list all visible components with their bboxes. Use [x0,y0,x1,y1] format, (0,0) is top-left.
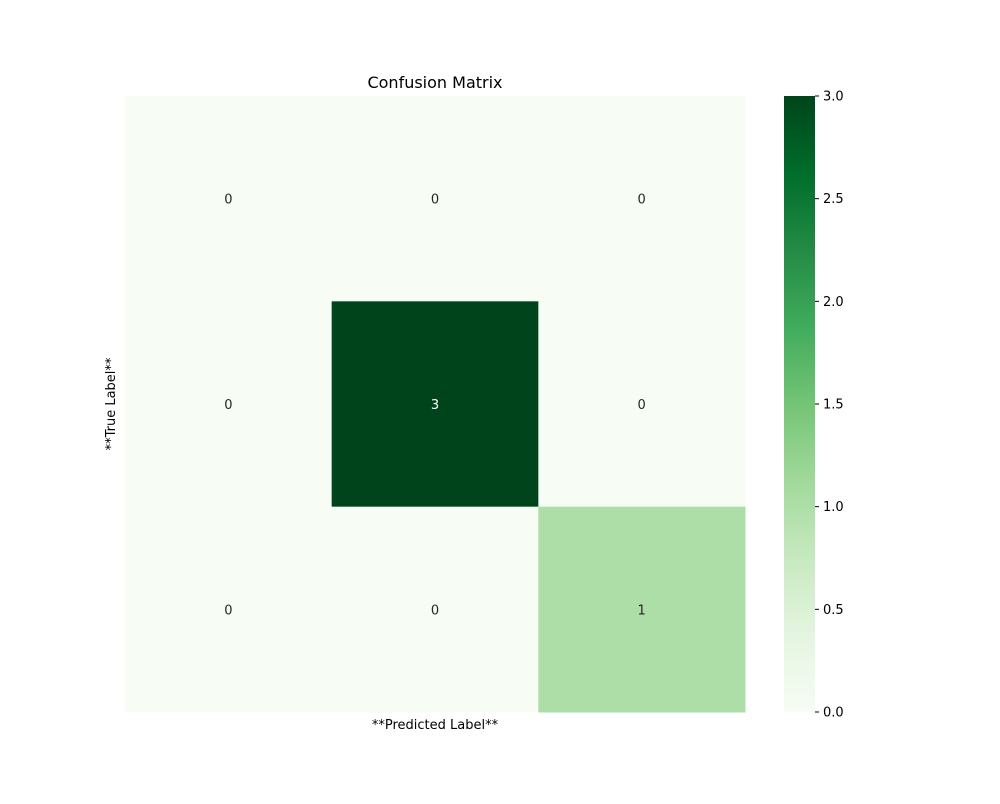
heatmap-cell [331,506,539,713]
heatmap-cells [125,96,746,713]
heatmap-cell [331,301,539,508]
colorbar-tick-label: 1.0 [823,500,844,515]
x-axis-label: **Predicted Label** [372,718,499,733]
heatmap-cell [538,96,746,302]
colorbar-tick-label: 2.0 [823,295,844,310]
colorbar-tick-label: 3.0 [823,90,844,105]
cell-annotation: 0 [431,603,439,618]
colorbar-tick-label: 1.5 [823,398,844,413]
cell-annotation: 0 [224,398,232,413]
cell-annotation: 0 [638,193,646,208]
cell-annotation: 0 [431,193,439,208]
heatmap-cell [331,96,539,302]
colorbar-tick-label: 2.5 [823,192,844,207]
heatmap-annotations: 0 0 0 0 3 0 0 0 1 [224,193,646,619]
colorbar-tick-label: 0.5 [823,603,844,618]
colorbar-ticks: 0.0 0.5 1.0 1.5 2.0 2.5 3.0 [815,90,844,721]
colorbar-tick-label: 0.0 [823,706,844,721]
cell-annotation: 3 [431,398,439,413]
y-axis-label: **True Label** [104,357,119,450]
cell-annotation: 1 [638,603,646,618]
chart-title: Confusion Matrix [367,73,502,92]
heatmap-cell [125,96,333,302]
heatmap-cell [125,301,333,508]
colorbar [784,96,815,712]
heatmap-cell [125,506,333,713]
heatmap-cell [538,506,746,713]
cell-annotation: 0 [224,603,232,618]
cell-annotation: 0 [638,398,646,413]
cell-annotation: 0 [224,193,232,208]
heatmap-cell [538,301,746,508]
